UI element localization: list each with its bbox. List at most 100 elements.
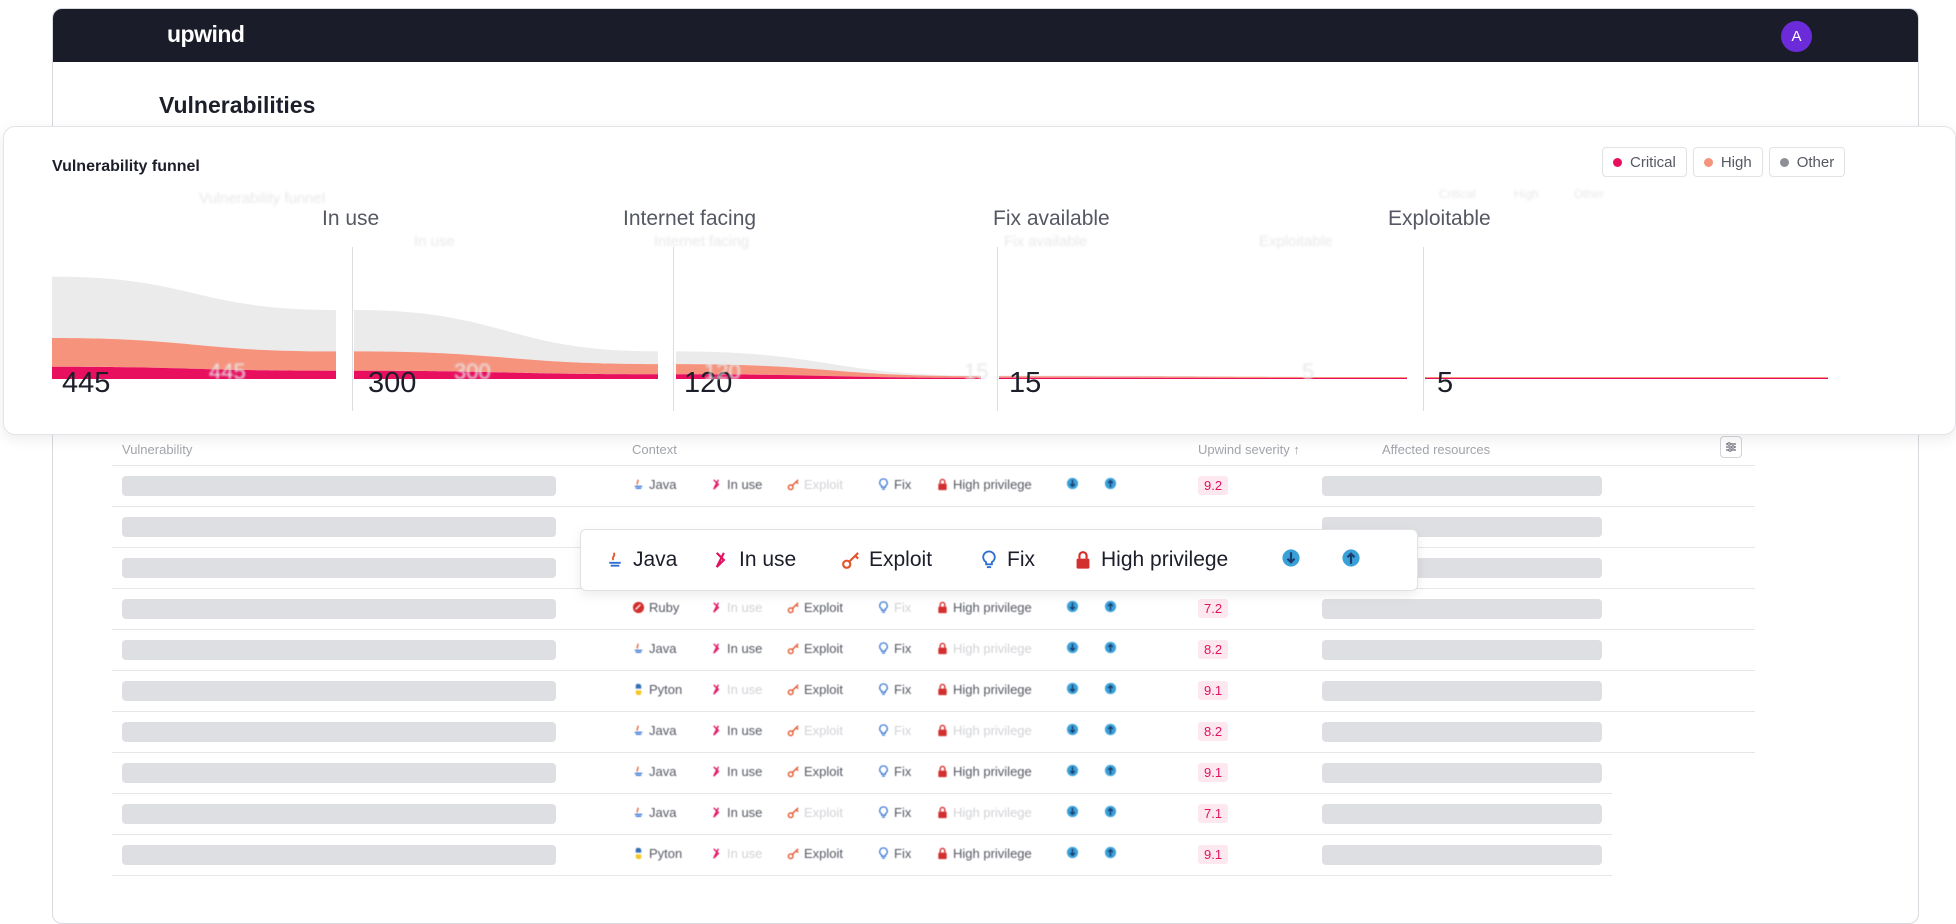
language-label: Java [649, 723, 677, 738]
globe-down-icon [1066, 846, 1079, 859]
java-icon [634, 725, 643, 735]
in-use-tag: In use [710, 846, 762, 861]
header-upwind-severity[interactable]: Upwind severity ↑ [1198, 442, 1300, 457]
exploit-key-icon [787, 643, 799, 655]
stage-count: 120 [684, 367, 733, 399]
stage-label: In use [322, 207, 380, 230]
fix-label: Fix [894, 641, 912, 656]
logo-text: upwind [167, 21, 245, 47]
table-row[interactable]: Java In use Exploit Fix High privilege 7.1 [112, 794, 1612, 835]
stage-label: Internet facing [623, 207, 757, 230]
globe-up-icon [1104, 641, 1117, 654]
affected-resources-placeholder [1322, 804, 1602, 824]
ghost-stage-count: 445 [209, 359, 246, 384]
ghost-legend-label: High [1514, 187, 1539, 201]
vulnerability-name-placeholder [122, 681, 556, 701]
popover-item-globe-down[interactable] [1281, 548, 1301, 568]
exploit-tag: Exploit [787, 805, 843, 820]
fix-label: Fix [894, 723, 912, 738]
in-use-label: In use [727, 477, 763, 492]
exploit-tag: Exploit [787, 723, 843, 738]
ghost-stage-label: Exploitable [1259, 233, 1333, 250]
exploit-tag: Exploit [787, 477, 843, 492]
popover-item-fix-bulb[interactable]: Fix [979, 548, 1035, 572]
ghost-stage-count: 5 [1302, 359, 1315, 384]
table-row[interactable]: Java In use Exploit Fix High privilege 9.2 [112, 466, 1755, 507]
legend-other[interactable]: Other [1768, 147, 1846, 177]
language-label: Pyton [649, 846, 683, 861]
stage-count: 5 [1437, 367, 1454, 399]
stage-label: Fix available [993, 207, 1110, 230]
network-ingress-tag [1066, 805, 1079, 818]
header-vulnerability[interactable]: Vulnerability [122, 442, 193, 457]
vulnerability-name-placeholder [122, 476, 556, 496]
table-row[interactable]: Pyton In use Exploit Fix High privilege 9.1 [112, 671, 1755, 712]
language-tag: Java [632, 764, 676, 779]
funnel-band-critical [52, 366, 1828, 379]
high-privilege-tag: High privilege [936, 682, 1032, 697]
legend-critical[interactable]: Critical [1602, 147, 1687, 177]
fix-tag: Fix [877, 764, 911, 779]
exploit-key-icon [787, 602, 799, 614]
network-egress-tag [1104, 764, 1117, 777]
vulnerability-name-placeholder [122, 845, 556, 865]
fix-tag: Fix [877, 723, 911, 738]
legend-high-label: High [1720, 153, 1752, 171]
python-icon [635, 683, 642, 696]
vulnerability-name-placeholder [122, 599, 556, 619]
ghost-stage-label: Internet facing [654, 233, 750, 250]
table-row[interactable]: Java In use Exploit Fix High privilege 9.1 [112, 753, 1612, 794]
language-label: Pyton [649, 682, 683, 697]
exploit-key-icon [787, 848, 799, 860]
globe-up-icon [1104, 682, 1117, 695]
high-privilege-label: High privilege [953, 723, 1032, 738]
header-context[interactable]: Context [632, 442, 677, 457]
stage-divider [997, 247, 998, 411]
language-label: Ruby [649, 600, 680, 615]
exploit-key-icon [787, 766, 799, 778]
network-egress-tag [1104, 805, 1117, 818]
table-row[interactable]: Java In use Exploit Fix High privilege 8.2 [112, 630, 1755, 671]
legend-high[interactable]: High [1692, 147, 1763, 177]
exploit-label: Exploit [804, 764, 844, 779]
affected-resources-placeholder [1322, 845, 1602, 865]
fix-bulb-icon [982, 550, 996, 569]
popover-item-in-use[interactable]: In use [711, 548, 796, 572]
in-use-icon [715, 552, 726, 568]
table-row[interactable]: Java In use Exploit Fix High privilege 8.2 [112, 712, 1755, 753]
high-privilege-label: High privilege [953, 846, 1032, 861]
upwind-logo[interactable]: upwind [167, 21, 245, 48]
severity-badge: 7.1 [1198, 804, 1229, 823]
high-privilege-label: High privilege [953, 641, 1032, 656]
user-avatar[interactable]: A [1781, 21, 1812, 52]
high-privilege-tag: High privilege [936, 477, 1032, 492]
exploit-label: Exploit [804, 477, 844, 492]
in-use-icon [713, 602, 720, 613]
popover-item-lock[interactable]: High privilege [1073, 548, 1228, 572]
globe-down-icon [1066, 600, 1079, 613]
java-icon [634, 766, 643, 776]
fix-tag: Fix [877, 846, 911, 861]
exploit-label: Exploit [804, 723, 844, 738]
exploit-label: Exploit [804, 846, 844, 861]
language-tag: Ruby [632, 600, 679, 615]
in-use-label: In use [727, 600, 763, 615]
popover-item-exploit-key[interactable]: Exploit [841, 548, 932, 572]
ghost-legend-label: Critical [1439, 187, 1476, 201]
popover-item-globe-up[interactable] [1341, 548, 1361, 568]
table-row[interactable]: Pyton In use Exploit Fix High privilege 9.1 [112, 835, 1612, 876]
stage-divider [1423, 247, 1424, 411]
high-privilege-tag: High privilege [936, 805, 1032, 820]
exploit-tag: Exploit [787, 846, 843, 861]
affected-resources-placeholder [1322, 763, 1602, 783]
globe-up-icon [1104, 723, 1117, 736]
fix-label: Fix [894, 764, 912, 779]
high-privilege-label: High privilege [953, 682, 1032, 697]
column-settings-button[interactable] [1720, 436, 1742, 458]
popover-item-java[interactable]: Java [605, 548, 677, 572]
network-egress-tag [1104, 641, 1117, 654]
in-use-tag: In use [710, 477, 762, 492]
table-row[interactable]: Ruby In use Exploit Fix High privilege 7.2 [112, 589, 1755, 630]
network-ingress-tag [1066, 723, 1079, 736]
header-affected-resources[interactable]: Affected resources [1382, 442, 1491, 457]
